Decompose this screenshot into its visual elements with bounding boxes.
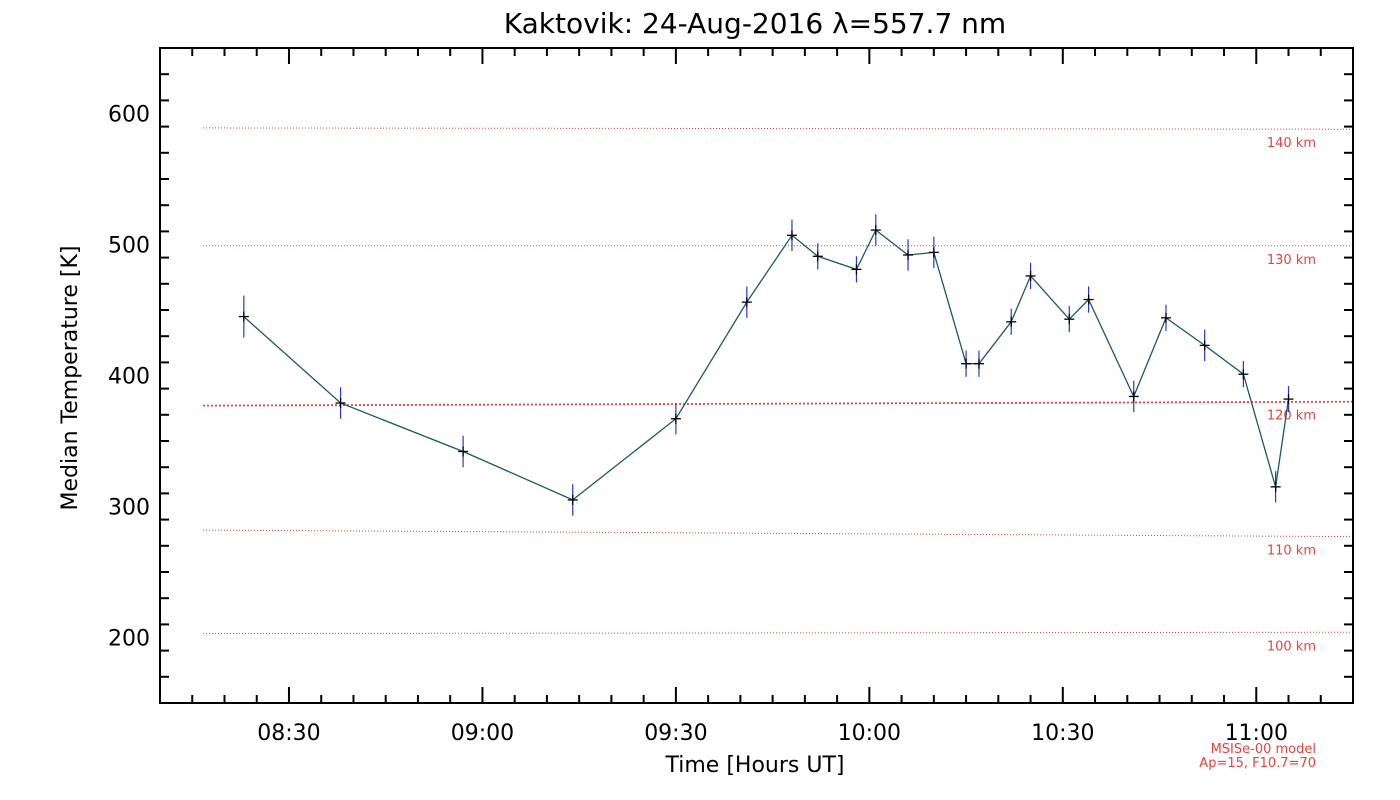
data-point [1128,391,1139,402]
data-point [741,297,752,308]
data-point [786,230,797,241]
x-tick-labels: 08:30 09:00 09:30 10:00 10:30 11:00 [257,721,1288,746]
data-point [670,413,681,424]
reference-line [202,127,1354,130]
data-point [1064,314,1075,325]
y-tick-label: 300 [108,496,150,521]
data-point [238,311,249,322]
reference-line-label: 130 km [1267,253,1316,268]
reference-lines: 140 km 130 km 120 km 110 km 100 km [202,127,1354,654]
model-note-line-2: Ap=15, F10.7=70 [1199,756,1316,771]
y-axis-label: Median Temperature [K] [58,246,83,511]
reference-line-label: 140 km [1267,136,1316,151]
data-point [973,358,984,369]
x-axis-label: Time [Hours UT] [665,753,845,778]
reference-line [202,529,1354,538]
x-tick-label: 09:00 [451,721,514,746]
reference-line-label: 110 km [1267,544,1316,559]
model-note-line-1: MSISe-00 model [1211,742,1316,757]
y-tick-label: 500 [108,234,150,259]
x-tick-label: 09:30 [644,721,707,746]
reference-line-label: 120 km [1267,409,1316,424]
data-point [1199,340,1210,351]
data-point [903,249,914,260]
reference-line [202,400,1354,407]
reference-line-label: 100 km [1267,639,1316,654]
x-tick-label: 10:30 [1031,721,1094,746]
y-tick-label: 200 [108,627,150,652]
data-point [1083,294,1094,305]
reference-line [202,631,1354,635]
data-point [851,264,862,275]
data-series [238,214,1294,516]
data-point [961,358,972,369]
y-tick-label: 400 [108,365,150,390]
x-tick-label: 10:00 [838,721,901,746]
data-point [928,247,939,258]
x-tick-label: 08:30 [257,721,320,746]
chart-title: Kaktovik: 24-Aug-2016 λ=557.7 nm [504,7,1006,40]
data-point [1160,312,1171,323]
axis-ticks [159,47,1354,704]
y-tick-label: 600 [108,103,150,128]
data-point [812,251,823,262]
data-point [458,446,469,457]
data-point [1025,270,1036,281]
data-point [1006,316,1017,327]
plot-frame [159,47,1354,704]
y-tick-labels: 200 300 400 500 600 [108,103,150,652]
x-tick-label: 11:00 [1225,721,1288,746]
data-point [1283,394,1294,405]
series-line [243,229,1290,501]
data-point [1270,481,1281,492]
data-point [1238,369,1249,380]
data-point [870,225,881,236]
data-point [335,398,346,409]
data-point [567,494,578,505]
